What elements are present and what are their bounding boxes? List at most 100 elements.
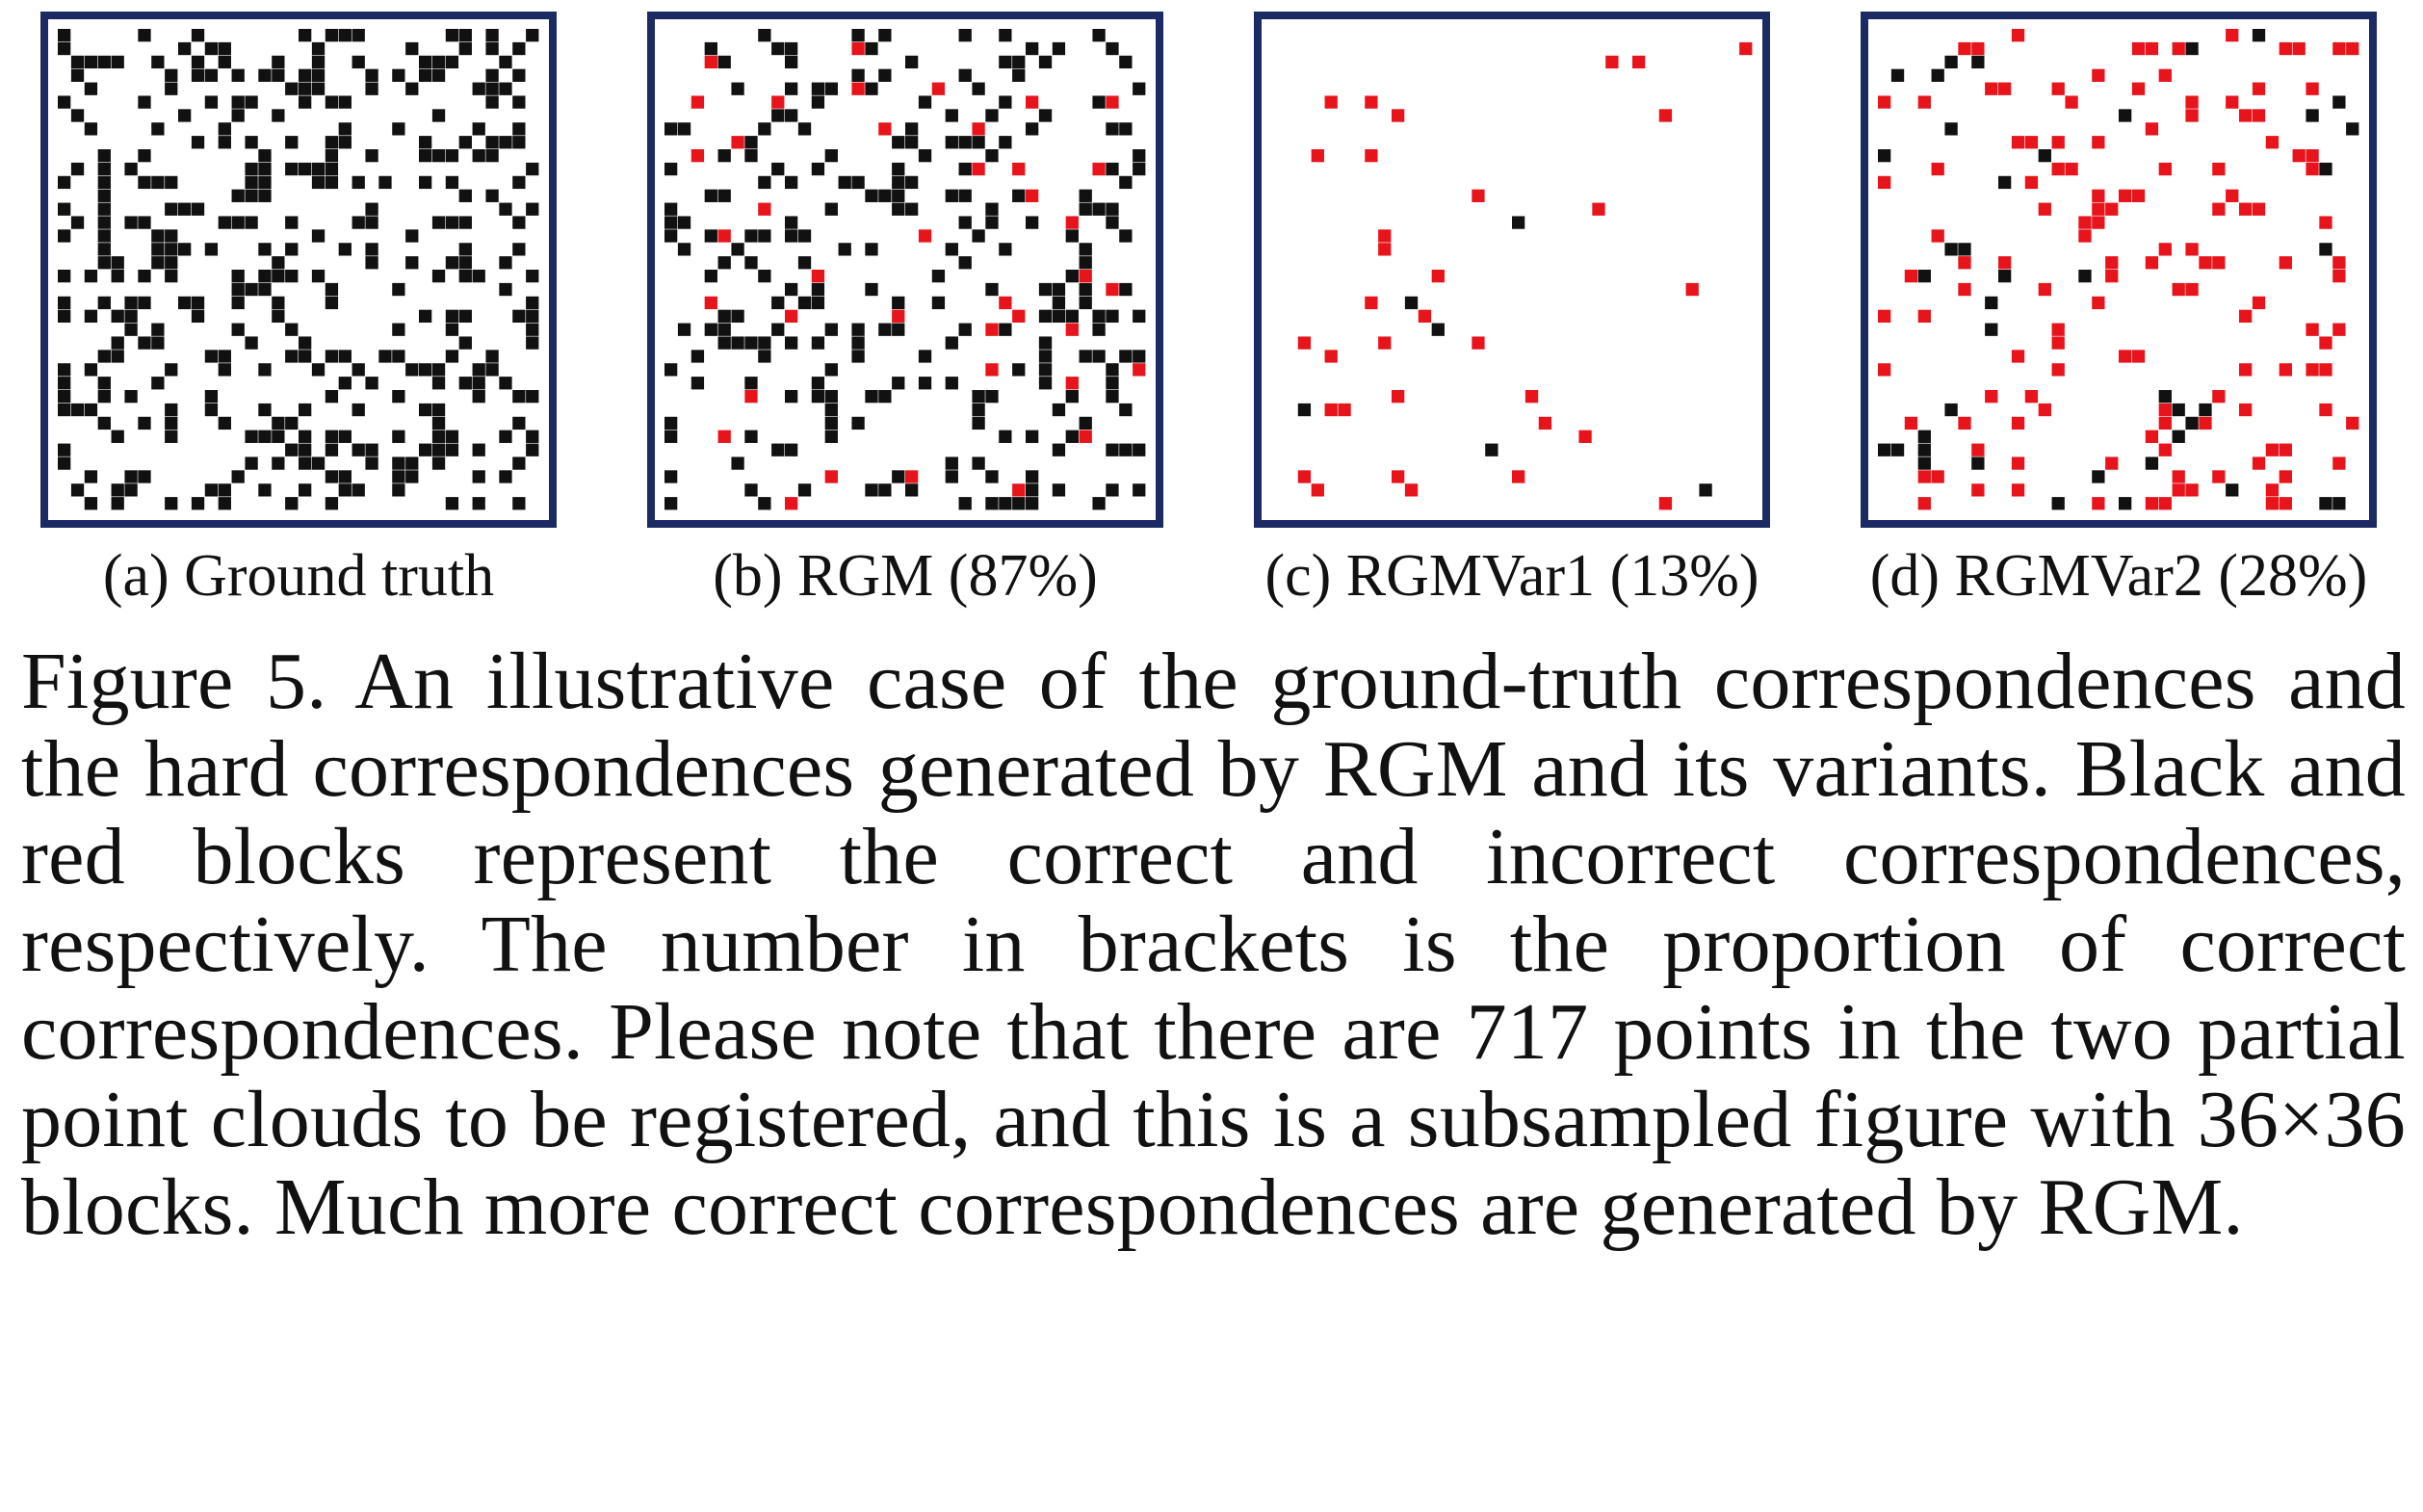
incorrect-block bbox=[1026, 95, 1039, 109]
incorrect-block bbox=[2185, 282, 2199, 297]
correct-block bbox=[285, 497, 299, 510]
correct-block bbox=[744, 136, 758, 149]
correct-block bbox=[272, 309, 285, 323]
correct-block bbox=[392, 390, 405, 404]
correct-block bbox=[972, 82, 985, 95]
correct-block bbox=[1079, 416, 1092, 430]
incorrect-block bbox=[2158, 162, 2172, 176]
correct-block bbox=[325, 430, 339, 443]
incorrect-block bbox=[2226, 95, 2239, 109]
correct-block bbox=[2332, 497, 2346, 510]
incorrect-block bbox=[1392, 109, 1405, 122]
incorrect-block bbox=[1418, 309, 1432, 323]
correct-block bbox=[299, 430, 312, 443]
correct-block bbox=[1431, 323, 1445, 336]
correct-block bbox=[124, 483, 138, 497]
correct-block bbox=[811, 377, 825, 390]
correct-block bbox=[431, 443, 446, 456]
correct-block bbox=[299, 336, 312, 350]
correct-block bbox=[1944, 122, 1958, 136]
correct-block bbox=[191, 68, 205, 82]
correct-block bbox=[785, 443, 798, 456]
incorrect-block bbox=[1904, 270, 1918, 283]
correct-block bbox=[165, 363, 178, 377]
correct-block bbox=[526, 323, 539, 336]
incorrect-block bbox=[1012, 309, 1026, 323]
correct-block bbox=[972, 229, 985, 243]
incorrect-block bbox=[2105, 456, 2119, 470]
incorrect-block bbox=[1998, 256, 2012, 270]
incorrect-block bbox=[2172, 470, 2185, 483]
correct-block bbox=[485, 68, 499, 82]
correct-block bbox=[419, 443, 432, 456]
correct-block bbox=[111, 350, 124, 363]
correct-block bbox=[285, 443, 299, 456]
incorrect-block bbox=[2185, 109, 2199, 122]
incorrect-block bbox=[2292, 41, 2306, 56]
correct-block bbox=[785, 41, 798, 56]
correct-block bbox=[124, 309, 138, 323]
correct-block bbox=[97, 229, 111, 243]
matrix-rgm bbox=[664, 29, 1146, 510]
correct-block bbox=[1092, 29, 1106, 42]
correct-block bbox=[1944, 55, 1958, 69]
correct-block bbox=[58, 403, 71, 417]
correct-block bbox=[352, 363, 365, 377]
correct-block bbox=[124, 296, 138, 310]
correct-block bbox=[664, 122, 678, 136]
correct-block bbox=[165, 68, 178, 82]
incorrect-block bbox=[2131, 41, 2146, 56]
correct-block bbox=[851, 175, 865, 190]
incorrect-block bbox=[2279, 256, 2292, 270]
correct-block bbox=[431, 270, 446, 283]
correct-block bbox=[431, 55, 446, 69]
correct-block bbox=[512, 136, 526, 149]
incorrect-block bbox=[1324, 403, 1338, 417]
correct-block bbox=[431, 109, 446, 122]
correct-block bbox=[151, 243, 165, 256]
incorrect-block bbox=[1958, 41, 1971, 56]
correct-block bbox=[785, 390, 798, 404]
correct-block bbox=[664, 416, 678, 430]
incorrect-block bbox=[1985, 82, 1998, 95]
correct-block bbox=[1065, 270, 1079, 283]
correct-block bbox=[1079, 243, 1092, 256]
correct-block bbox=[1106, 41, 1119, 56]
correct-block bbox=[717, 149, 731, 163]
correct-block bbox=[878, 483, 892, 497]
correct-block bbox=[311, 175, 326, 190]
correct-block bbox=[458, 256, 472, 270]
correct-block bbox=[717, 256, 731, 270]
correct-block bbox=[1038, 55, 1053, 69]
incorrect-block bbox=[717, 229, 731, 243]
correct-block bbox=[419, 403, 432, 417]
incorrect-block bbox=[2092, 497, 2105, 510]
correct-block bbox=[731, 336, 744, 350]
correct-block bbox=[958, 136, 972, 149]
correct-block bbox=[1485, 443, 1498, 456]
correct-block bbox=[365, 68, 378, 82]
correct-block bbox=[1119, 350, 1133, 363]
correct-block bbox=[785, 55, 798, 69]
correct-block bbox=[664, 216, 678, 229]
incorrect-block bbox=[2212, 256, 2226, 270]
incorrect-block bbox=[918, 229, 932, 243]
correct-block bbox=[526, 309, 539, 323]
correct-block bbox=[1079, 256, 1092, 270]
incorrect-block bbox=[1311, 483, 1324, 497]
correct-block bbox=[999, 323, 1012, 336]
incorrect-block bbox=[1065, 377, 1079, 390]
correct-block bbox=[526, 443, 539, 456]
correct-block bbox=[458, 189, 472, 202]
incorrect-block bbox=[2092, 202, 2105, 216]
correct-block bbox=[352, 55, 365, 69]
correct-block bbox=[378, 175, 392, 190]
incorrect-block bbox=[2306, 149, 2319, 163]
correct-block bbox=[512, 390, 526, 404]
correct-block bbox=[958, 216, 972, 229]
correct-block bbox=[458, 136, 472, 149]
correct-block bbox=[1065, 309, 1079, 323]
correct-block bbox=[431, 149, 446, 163]
correct-block bbox=[526, 29, 539, 42]
correct-block bbox=[1878, 149, 1891, 163]
